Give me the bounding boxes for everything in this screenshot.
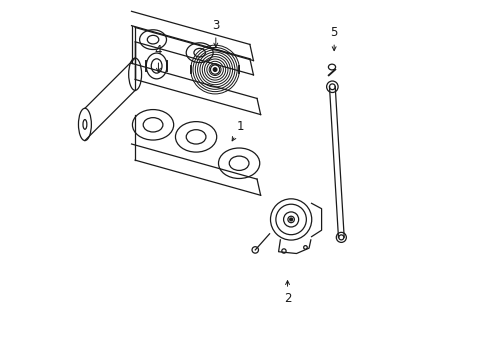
Text: 2: 2 [283,281,291,305]
Text: 3: 3 [212,19,219,47]
Text: 4: 4 [154,44,162,72]
Ellipse shape [213,68,217,71]
Text: 5: 5 [330,27,337,51]
Text: 1: 1 [232,120,244,141]
Ellipse shape [289,218,292,221]
